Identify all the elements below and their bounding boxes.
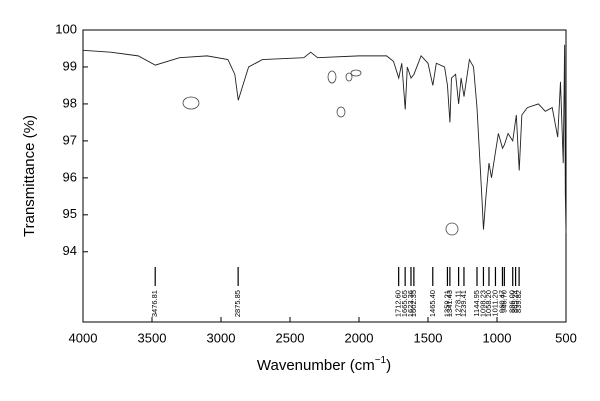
x-tick-label: 3500 [138,330,167,345]
peak-label: 1144.95 [472,290,481,317]
peak-label: 1712.60 [394,290,403,317]
peak-label: 1623.36 [406,290,415,317]
x-tick-label: 500 [555,330,577,345]
peak-label: 1278.11 [454,290,463,317]
circle-marker [345,72,353,82]
peak-label: 1239.41 [459,290,468,317]
peak-label: 1465.40 [428,290,437,317]
peak-label: 1602.35 [409,290,418,317]
y-tick-label: 96 [63,169,77,184]
peak-label: 839.82 [514,290,523,313]
circle-marker [350,69,362,77]
circle-marker [336,106,346,118]
peak-label: 3476.81 [150,290,159,317]
x-tick-label: 1000 [483,330,512,345]
peak-label: 960.47 [497,290,506,313]
x-axis-label: Wavenumber (cm−1) [257,355,391,374]
plot-frame [82,29,567,323]
x-tick-label: 4000 [69,330,98,345]
peak-label: 886.00 [508,290,517,313]
y-tick-label: 97 [63,132,77,147]
peak-label: 1011.20 [490,290,499,317]
y-tick-label: 95 [63,206,77,221]
y-tick-label: 98 [63,95,77,110]
peak-label: 1341.43 [445,290,454,317]
circle-marker [182,96,200,110]
circle-marker [327,70,337,84]
circle-markers [182,69,459,236]
peak-label: 946.70 [499,290,508,313]
x-tick-label: 1500 [414,330,443,345]
peak-label: 865.24 [511,290,520,313]
x-axis-label-part: ) [386,357,391,374]
y-tick-label: 94 [63,243,77,258]
x-tick-label: 3000 [207,330,236,345]
peak-label: 1098.23 [478,290,487,317]
peak-label: 1359.21 [442,290,451,317]
circle-marker [445,222,459,236]
y-tick-label: 99 [63,58,77,73]
x-axis-label-part: −1 [375,355,387,366]
spectrum-line [82,44,567,234]
peak-label: 1058.20 [484,290,493,317]
x-tick-label: 2000 [345,330,374,345]
y-tick-label: 100 [55,21,77,36]
peak-label: 2875.85 [233,290,242,317]
peak-label: 1665.65 [400,290,409,317]
x-axis-label-part: Wavenumber (cm [257,357,375,374]
x-tick-label: 2500 [276,330,305,345]
y-axis-label: Transmittance (%) [21,115,38,237]
